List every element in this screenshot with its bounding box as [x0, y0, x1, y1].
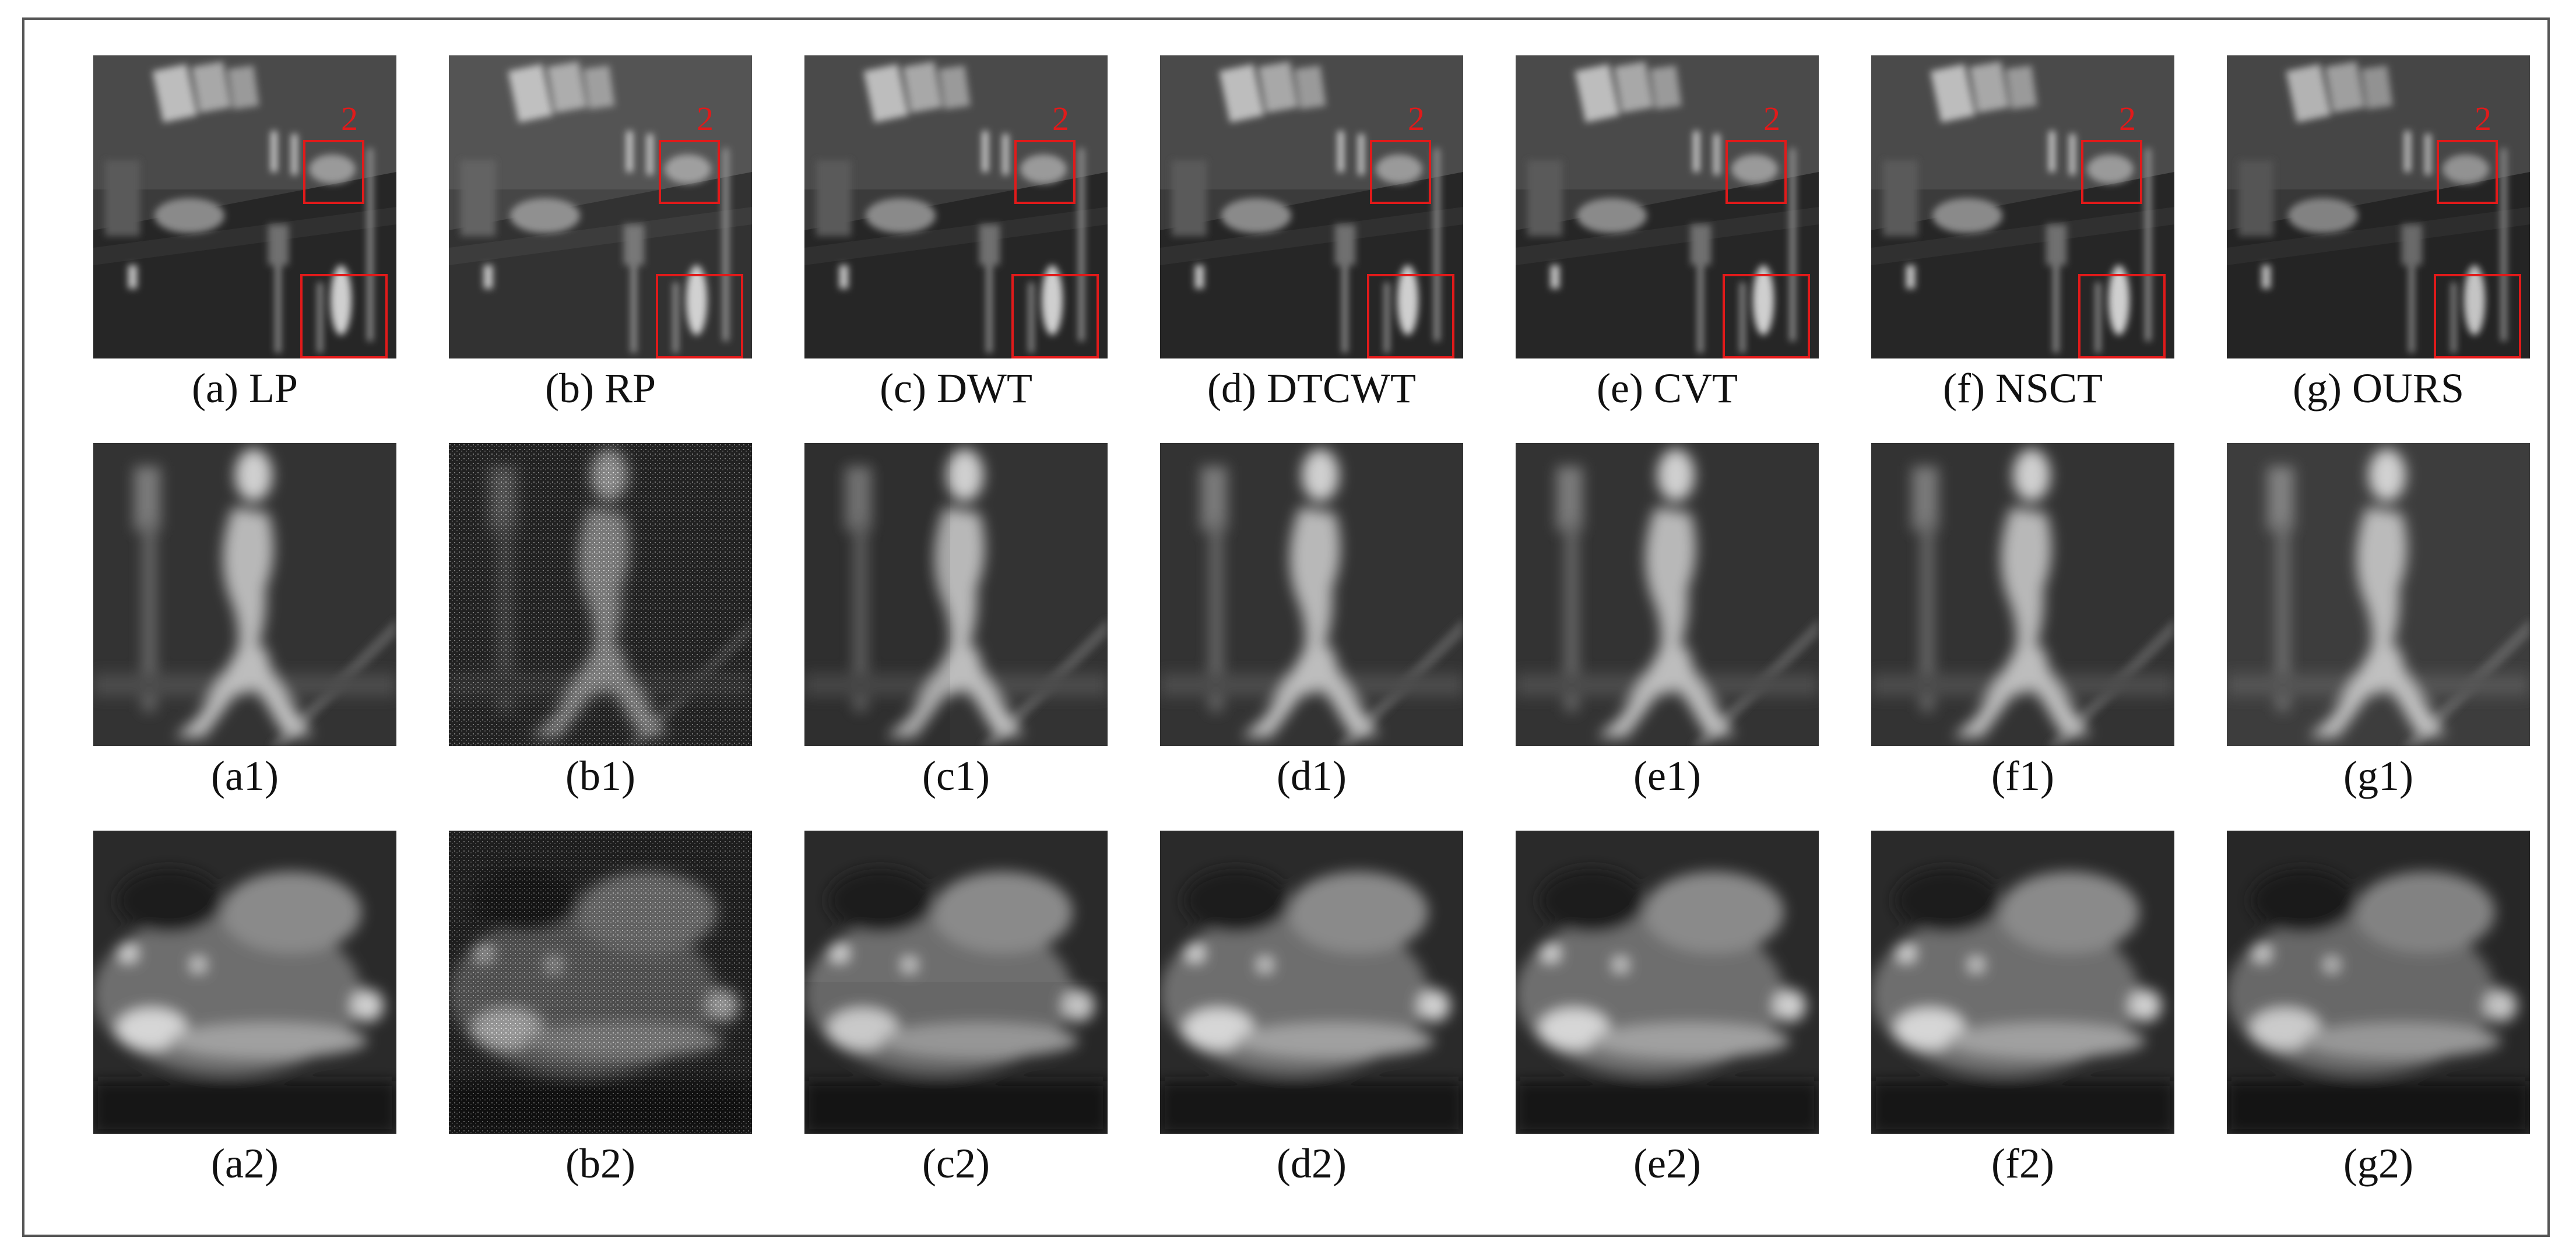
car-crop-panel: (d2): [1160, 831, 1463, 1218]
roi-label: 2: [1763, 100, 1780, 138]
scene-panel-dtcwt: 2 (d) DTCWT: [1160, 55, 1463, 443]
panel-caption: (e) CVT: [1597, 365, 1738, 412]
car-crop-image: [2227, 831, 2530, 1134]
panel-caption: (g2): [2343, 1140, 2413, 1187]
roi-box-pedestrian: [300, 274, 388, 358]
pedestrian-crop-panel: (e1): [1516, 443, 1819, 831]
scene-image: 2: [449, 55, 752, 358]
pedestrian-crop-panel: (a1): [93, 443, 396, 831]
roi-box-pedestrian: [2434, 274, 2521, 358]
car-crop-image: [1871, 831, 2174, 1134]
panel-caption: (a2): [211, 1140, 279, 1187]
scene-image: 2: [1160, 55, 1463, 358]
roi-box-car: [1725, 140, 1787, 204]
car-crop-image: [93, 831, 396, 1134]
car-crop-image: [804, 831, 1108, 1134]
car-crop-image: [1516, 831, 1819, 1134]
pedestrian-crop-image: [449, 443, 752, 746]
roi-box-pedestrian: [1011, 274, 1099, 358]
roi-box-car: [1014, 140, 1076, 204]
roi-label: 2: [1052, 100, 1069, 138]
scene-image: 2: [1871, 55, 2174, 358]
pedestrian-crop-panel: (d1): [1160, 443, 1463, 831]
roi-label: 2: [341, 100, 358, 138]
scene-panel-lp: 2 (a) LP: [93, 55, 396, 443]
roi-label: 2: [2119, 100, 2136, 138]
panel-caption: (c) DWT: [880, 365, 1032, 412]
car-crop-panel: (f2): [1871, 831, 2174, 1218]
scene-panel-cvt: 2 (e) CVT: [1516, 55, 1819, 443]
panel-caption: (d) DTCWT: [1207, 365, 1416, 412]
scene-image: 2: [804, 55, 1108, 358]
roi-box-pedestrian: [1367, 274, 1454, 358]
pedestrian-crop-image: [804, 443, 1108, 746]
roi-box-car: [1370, 140, 1431, 204]
roi-label: 2: [2475, 100, 2491, 138]
panel-caption: (e1): [1633, 753, 1701, 799]
scene-panel-rp: 2 (b) RP: [449, 55, 752, 443]
pedestrian-crop-panel: (g1): [2227, 443, 2530, 831]
panel-caption: (d2): [1277, 1140, 1347, 1187]
panel-caption: (f1): [1991, 753, 2054, 799]
car-crop-panel: (e2): [1516, 831, 1819, 1218]
pedestrian-crop-image: [1516, 443, 1819, 746]
roi-box-car: [2081, 140, 2142, 204]
scene-panel-ours: 2 (g) OURS: [2227, 55, 2530, 443]
scene-panel-nsct: 2 (f) NSCT: [1871, 55, 2174, 443]
car-crop-image: [1160, 831, 1463, 1134]
roi-label: 2: [697, 100, 714, 138]
comparison-grid: 2 (a) LP 2 (b) RP 2 (c) DWT 2 (d) DTCWT: [93, 55, 2530, 1218]
scene-image: 2: [93, 55, 396, 358]
roi-box-pedestrian: [1723, 274, 1810, 358]
panel-caption: (a1): [211, 753, 279, 799]
panel-caption: (c2): [922, 1140, 990, 1187]
panel-caption: (g1): [2343, 753, 2413, 799]
pedestrian-crop-panel: (f1): [1871, 443, 2174, 831]
car-crop-image: [449, 831, 752, 1134]
pedestrian-crop-image: [1871, 443, 2174, 746]
roi-box-car: [303, 140, 364, 204]
roi-box-car: [659, 140, 720, 204]
panel-caption: (d1): [1277, 753, 1347, 799]
pedestrian-crop-image: [1160, 443, 1463, 746]
panel-caption: (g) OURS: [2292, 365, 2464, 412]
pedestrian-crop-image: [2227, 443, 2530, 746]
scene-image: 2: [2227, 55, 2530, 358]
panel-caption: (f2): [1991, 1140, 2054, 1187]
roi-box-pedestrian: [2078, 274, 2166, 358]
panel-caption: (c1): [922, 753, 990, 799]
car-crop-panel: (a2): [93, 831, 396, 1218]
car-crop-panel: (b2): [449, 831, 752, 1218]
roi-label: 2: [1408, 100, 1425, 138]
pedestrian-crop-panel: (b1): [449, 443, 752, 831]
car-crop-panel: (c2): [804, 831, 1108, 1218]
scene-panel-dwt: 2 (c) DWT: [804, 55, 1108, 443]
panel-caption: (a) LP: [192, 365, 298, 412]
car-crop-panel: (g2): [2227, 831, 2530, 1218]
roi-box-pedestrian: [656, 274, 743, 358]
scene-image: 2: [1516, 55, 1819, 358]
panel-caption: (e2): [1633, 1140, 1701, 1187]
pedestrian-crop-panel: (c1): [804, 443, 1108, 831]
roi-box-car: [2437, 140, 2498, 204]
panel-caption: (b2): [565, 1140, 635, 1187]
panel-caption: (b) RP: [544, 365, 656, 412]
pedestrian-crop-image: [93, 443, 396, 746]
panel-caption: (b1): [565, 753, 635, 799]
panel-caption: (f) NSCT: [1943, 365, 2103, 412]
